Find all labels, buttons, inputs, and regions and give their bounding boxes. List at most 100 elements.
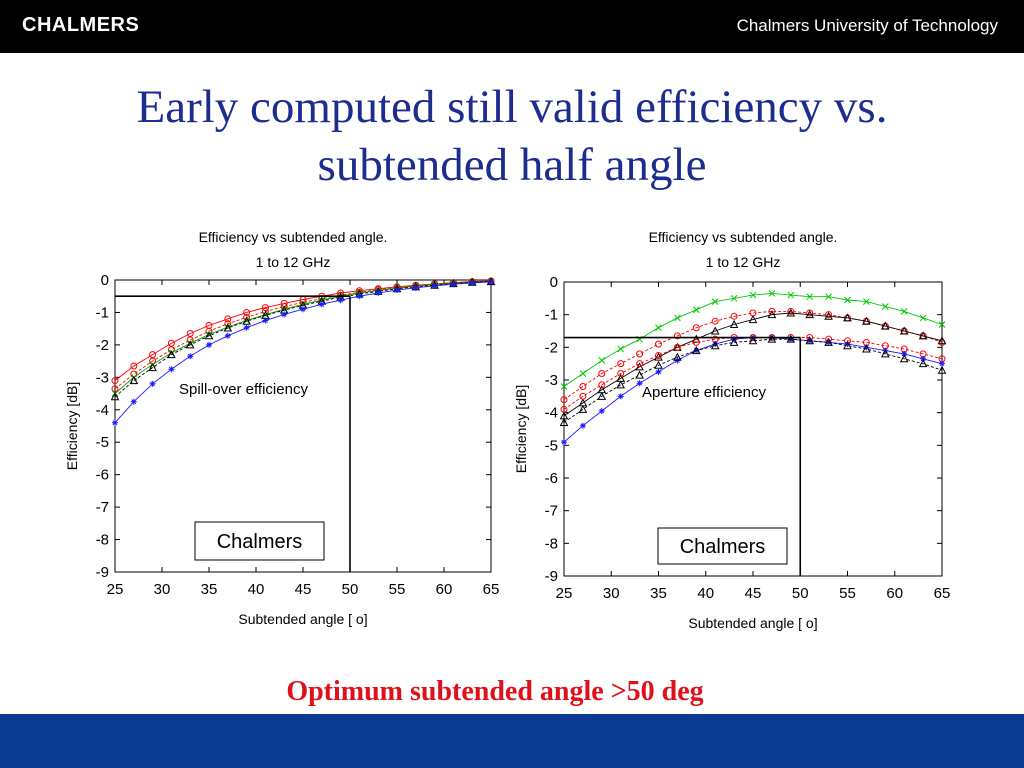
triangle-marker bbox=[167, 350, 176, 359]
circle-marker bbox=[730, 312, 738, 320]
series-5 bbox=[112, 278, 494, 426]
triangle-marker bbox=[748, 336, 758, 345]
triangle-marker bbox=[899, 326, 909, 335]
circle-marker bbox=[806, 309, 814, 317]
y-axis-label: Efficiency [dB] bbox=[513, 385, 529, 473]
triangle-marker bbox=[654, 360, 663, 369]
cross-marker bbox=[881, 303, 889, 310]
star-marker bbox=[469, 279, 476, 286]
cross-marker bbox=[844, 296, 851, 304]
x-tick-label: 25 bbox=[556, 585, 573, 602]
star-marker bbox=[450, 281, 457, 288]
star-marker bbox=[579, 422, 586, 429]
y-tick-label: -9 bbox=[96, 564, 109, 581]
circle-marker bbox=[787, 307, 795, 315]
x-tick-label: 60 bbox=[886, 585, 903, 602]
university-name: Chalmers University of Technology bbox=[736, 16, 998, 35]
x-tick-label: 45 bbox=[745, 585, 762, 602]
star-marker bbox=[262, 317, 269, 324]
y-tick-label: -8 bbox=[96, 532, 109, 549]
triangle-marker bbox=[729, 337, 739, 346]
x-tick-label: 50 bbox=[342, 581, 359, 598]
circle-marker bbox=[636, 360, 644, 368]
y-tick-label: -6 bbox=[545, 470, 558, 487]
y-tick-label: -3 bbox=[545, 372, 558, 389]
y-tick-label: -5 bbox=[96, 434, 109, 451]
circle-marker bbox=[261, 304, 269, 312]
watermark-box bbox=[194, 521, 325, 561]
y-tick-label: -2 bbox=[545, 339, 558, 356]
x-tick-label: 40 bbox=[248, 581, 265, 598]
x-tick-label: 40 bbox=[697, 585, 714, 602]
triangle-marker bbox=[937, 336, 947, 345]
triangle-marker bbox=[710, 341, 720, 350]
circle-marker bbox=[598, 369, 606, 377]
circle-marker bbox=[243, 308, 251, 316]
star-marker bbox=[337, 297, 344, 304]
watermark-text: Chalmers bbox=[217, 531, 303, 553]
spillover-efficiency-chart: Efficiency vs subtended angle. 1 to 12 GH… bbox=[64, 229, 499, 627]
triangle-marker bbox=[616, 380, 626, 389]
triangle-marker bbox=[862, 344, 871, 353]
slide-title-line1: Early computed still valid efficiency vs… bbox=[136, 81, 888, 133]
circle-marker bbox=[224, 315, 232, 323]
triangle-marker bbox=[918, 359, 928, 368]
triangle-marker bbox=[767, 334, 777, 343]
x-tick-label: 30 bbox=[154, 581, 171, 598]
cross-marker bbox=[655, 324, 662, 332]
series-line bbox=[114, 281, 492, 398]
circle-marker bbox=[711, 317, 719, 325]
triangle-marker bbox=[899, 354, 909, 363]
triangle-marker bbox=[578, 404, 588, 413]
triangle-marker bbox=[767, 310, 777, 319]
y-tick-label: 0 bbox=[101, 272, 109, 289]
triangle-marker bbox=[786, 308, 796, 317]
circle-marker bbox=[655, 352, 662, 359]
footer-bar bbox=[0, 714, 1024, 768]
cross-marker bbox=[579, 370, 587, 377]
cross-marker bbox=[262, 311, 269, 319]
cross-marker bbox=[749, 291, 757, 299]
triangle-marker bbox=[129, 376, 139, 385]
y-tick-label: -2 bbox=[96, 337, 109, 354]
triangle-marker bbox=[710, 326, 720, 335]
x-tick-label: 25 bbox=[107, 581, 124, 598]
aperture-efficiency-chart: Efficiency vs subtended angle. 1 to 12 GH… bbox=[513, 229, 950, 631]
y-tick-label: -1 bbox=[96, 304, 109, 321]
series-line bbox=[563, 338, 943, 423]
circle-marker bbox=[598, 381, 606, 389]
triangle-marker bbox=[223, 323, 233, 332]
star-marker bbox=[412, 284, 419, 291]
y-tick-label: -4 bbox=[96, 402, 109, 419]
star-marker bbox=[168, 366, 175, 373]
chalmers-logo: CHALMERS bbox=[22, 14, 140, 36]
star-marker bbox=[488, 278, 494, 285]
slide-title: Early computed still valid efficiency vs… bbox=[40, 78, 984, 194]
triangle-marker bbox=[654, 352, 663, 361]
cross-marker bbox=[825, 293, 832, 301]
circle-marker bbox=[579, 383, 587, 391]
circle-marker bbox=[617, 360, 625, 368]
y-tick-label: -4 bbox=[545, 405, 558, 422]
chart-subtitle: 1 to 12 GHz bbox=[706, 254, 781, 270]
y-tick-label: -8 bbox=[545, 535, 558, 552]
y-tick-label: 0 bbox=[550, 274, 558, 291]
series-line bbox=[114, 280, 492, 390]
star-marker bbox=[431, 282, 438, 289]
triangle-marker bbox=[148, 363, 157, 372]
star-marker bbox=[300, 306, 306, 313]
cross-marker bbox=[243, 317, 250, 324]
conclusion-text: Optimum subtended angle >50 deg bbox=[286, 676, 704, 707]
cross-marker bbox=[730, 294, 738, 302]
cross-marker bbox=[900, 308, 908, 315]
circle-marker bbox=[560, 396, 568, 404]
x-tick-label: 45 bbox=[295, 581, 312, 598]
cross-marker bbox=[674, 314, 681, 322]
star-marker bbox=[617, 393, 624, 400]
cross-marker bbox=[919, 314, 927, 322]
x-tick-label: 55 bbox=[839, 585, 856, 602]
star-marker bbox=[375, 289, 382, 296]
y-tick-label: -9 bbox=[545, 568, 558, 585]
star-marker bbox=[281, 311, 288, 318]
x-axis-label: Subtended angle [ o] bbox=[238, 611, 367, 627]
